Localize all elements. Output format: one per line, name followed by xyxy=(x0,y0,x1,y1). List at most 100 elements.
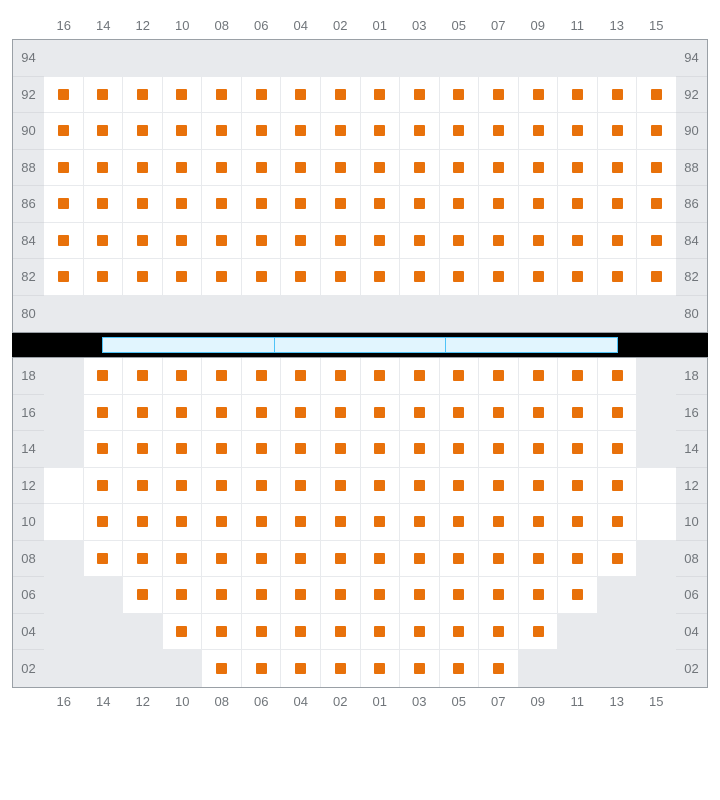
seat-cell[interactable] xyxy=(122,577,162,614)
seat-cell[interactable] xyxy=(241,650,281,687)
seat-cell[interactable] xyxy=(241,150,281,187)
seat-cell[interactable] xyxy=(122,358,162,395)
seat-cell[interactable] xyxy=(439,113,479,150)
seat-cell[interactable] xyxy=(360,259,400,296)
seat-cell[interactable] xyxy=(320,259,360,296)
seat-cell[interactable] xyxy=(162,504,202,541)
seat-cell[interactable] xyxy=(518,77,558,114)
seat-cell[interactable] xyxy=(83,395,123,432)
seat-cell[interactable] xyxy=(360,650,400,687)
seat-cell[interactable] xyxy=(399,614,439,651)
seat-cell[interactable] xyxy=(280,431,320,468)
seat-cell[interactable] xyxy=(360,614,400,651)
seat-cell[interactable] xyxy=(439,431,479,468)
seat-cell[interactable] xyxy=(636,77,676,114)
seat-cell[interactable] xyxy=(201,614,241,651)
seat-cell[interactable] xyxy=(162,468,202,505)
seat-cell[interactable] xyxy=(122,504,162,541)
seat-cell[interactable] xyxy=(201,395,241,432)
seat-cell[interactable] xyxy=(280,77,320,114)
seat-cell[interactable] xyxy=(399,395,439,432)
seat-cell[interactable] xyxy=(162,395,202,432)
seat-cell[interactable] xyxy=(518,614,558,651)
seat-cell[interactable] xyxy=(280,113,320,150)
seat-cell[interactable] xyxy=(597,541,637,578)
seat-cell[interactable] xyxy=(557,186,597,223)
seat-cell[interactable] xyxy=(518,468,558,505)
seat-cell[interactable] xyxy=(439,186,479,223)
seat-cell[interactable] xyxy=(320,431,360,468)
seat-cell[interactable] xyxy=(439,650,479,687)
seat-cell[interactable] xyxy=(360,358,400,395)
seat-cell[interactable] xyxy=(478,395,518,432)
seat-cell[interactable] xyxy=(320,150,360,187)
seat-cell[interactable] xyxy=(201,468,241,505)
seat-cell[interactable] xyxy=(44,259,83,296)
seat-cell[interactable] xyxy=(44,186,83,223)
seat-cell[interactable] xyxy=(636,504,676,541)
seat-cell[interactable] xyxy=(360,541,400,578)
seat-cell[interactable] xyxy=(201,259,241,296)
seat-cell[interactable] xyxy=(83,150,123,187)
seat-cell[interactable] xyxy=(478,541,518,578)
seat-cell[interactable] xyxy=(399,577,439,614)
seat-cell[interactable] xyxy=(122,468,162,505)
seat-cell[interactable] xyxy=(201,358,241,395)
seat-cell[interactable] xyxy=(201,431,241,468)
seat-cell[interactable] xyxy=(478,468,518,505)
seat-cell[interactable] xyxy=(478,223,518,260)
seat-cell[interactable] xyxy=(557,358,597,395)
seat-cell[interactable] xyxy=(557,259,597,296)
seat-cell[interactable] xyxy=(241,358,281,395)
seat-cell[interactable] xyxy=(597,186,637,223)
seat-cell[interactable] xyxy=(557,77,597,114)
seat-cell[interactable] xyxy=(399,650,439,687)
seat-cell[interactable] xyxy=(636,186,676,223)
seat-cell[interactable] xyxy=(478,614,518,651)
seat-cell[interactable] xyxy=(478,431,518,468)
seat-cell[interactable] xyxy=(83,358,123,395)
seat-cell[interactable] xyxy=(439,223,479,260)
seat-cell[interactable] xyxy=(597,77,637,114)
seat-cell[interactable] xyxy=(280,468,320,505)
seat-cell[interactable] xyxy=(360,113,400,150)
seat-cell[interactable] xyxy=(518,223,558,260)
seat-cell[interactable] xyxy=(597,468,637,505)
seat-cell[interactable] xyxy=(162,431,202,468)
seat-cell[interactable] xyxy=(201,77,241,114)
seat-cell[interactable] xyxy=(201,150,241,187)
seat-cell[interactable] xyxy=(280,186,320,223)
seat-cell[interactable] xyxy=(399,541,439,578)
seat-cell[interactable] xyxy=(44,504,83,541)
seat-cell[interactable] xyxy=(399,468,439,505)
seat-cell[interactable] xyxy=(241,259,281,296)
seat-cell[interactable] xyxy=(597,150,637,187)
seat-cell[interactable] xyxy=(360,223,400,260)
seat-cell[interactable] xyxy=(280,150,320,187)
seat-cell[interactable] xyxy=(360,150,400,187)
seat-cell[interactable] xyxy=(597,259,637,296)
seat-cell[interactable] xyxy=(399,504,439,541)
seat-cell[interactable] xyxy=(557,431,597,468)
seat-cell[interactable] xyxy=(478,259,518,296)
seat-cell[interactable] xyxy=(636,259,676,296)
seat-cell[interactable] xyxy=(201,113,241,150)
seat-cell[interactable] xyxy=(280,395,320,432)
seat-cell[interactable] xyxy=(399,358,439,395)
seat-cell[interactable] xyxy=(439,395,479,432)
seat-cell[interactable] xyxy=(320,650,360,687)
seat-cell[interactable] xyxy=(518,186,558,223)
seat-cell[interactable] xyxy=(201,223,241,260)
seat-cell[interactable] xyxy=(201,577,241,614)
seat-cell[interactable] xyxy=(399,150,439,187)
seat-cell[interactable] xyxy=(162,577,202,614)
seat-cell[interactable] xyxy=(597,504,637,541)
seat-cell[interactable] xyxy=(399,113,439,150)
seat-cell[interactable] xyxy=(478,150,518,187)
seat-cell[interactable] xyxy=(439,468,479,505)
seat-cell[interactable] xyxy=(478,577,518,614)
seat-cell[interactable] xyxy=(280,259,320,296)
seat-cell[interactable] xyxy=(518,541,558,578)
seat-cell[interactable] xyxy=(83,504,123,541)
seat-cell[interactable] xyxy=(360,577,400,614)
